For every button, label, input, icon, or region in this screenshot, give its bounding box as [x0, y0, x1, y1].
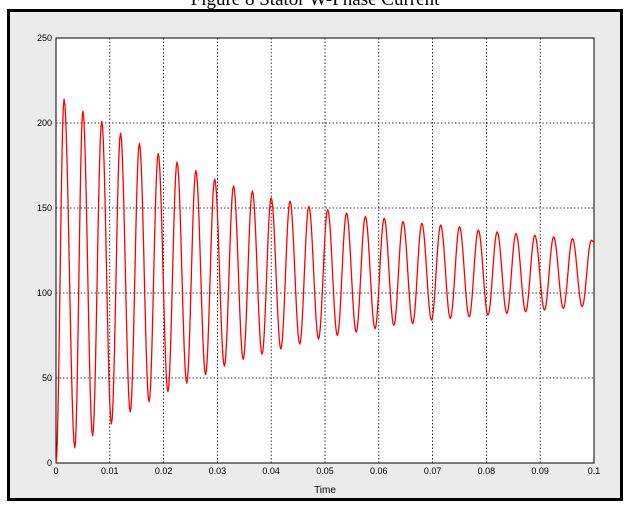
x-tick-label: 0.04	[262, 466, 280, 476]
x-tick-label: 0.09	[531, 466, 549, 476]
x-tick-label: 0.01	[101, 466, 119, 476]
x-tick-label: 0.1	[588, 466, 601, 476]
figure-frame: 0 50 100 150 200 250 0 0.01 0.02 0.03 0.04 0.05 0.0…	[7, 9, 623, 501]
y-tick-label: 0	[47, 458, 52, 468]
figure-caption: Figure 8 Stator W-Phase Current	[0, 0, 630, 10]
x-axis-label: Time	[314, 485, 336, 496]
y-tick-label: 150	[37, 203, 52, 213]
x-tick-label: 0.06	[370, 466, 388, 476]
y-tick-label: 100	[37, 288, 52, 298]
x-tick-label: 0.08	[478, 466, 496, 476]
x-tick-label: 0.02	[155, 466, 173, 476]
chart: 0 50 100 150 200 250 0 0.01 0.02 0.03 0.04 0.05 0.0…	[37, 33, 601, 496]
series-line-0	[55, 98, 595, 464]
x-tick-label: 0.05	[316, 466, 334, 476]
x-tick-label: 0.03	[209, 466, 227, 476]
y-tick-label: 50	[42, 373, 52, 383]
x-tick-label: 0	[53, 466, 58, 476]
x-tick-label: 0.07	[424, 466, 442, 476]
y-tick-label: 200	[37, 118, 52, 128]
y-tick-label: 250	[37, 33, 52, 43]
